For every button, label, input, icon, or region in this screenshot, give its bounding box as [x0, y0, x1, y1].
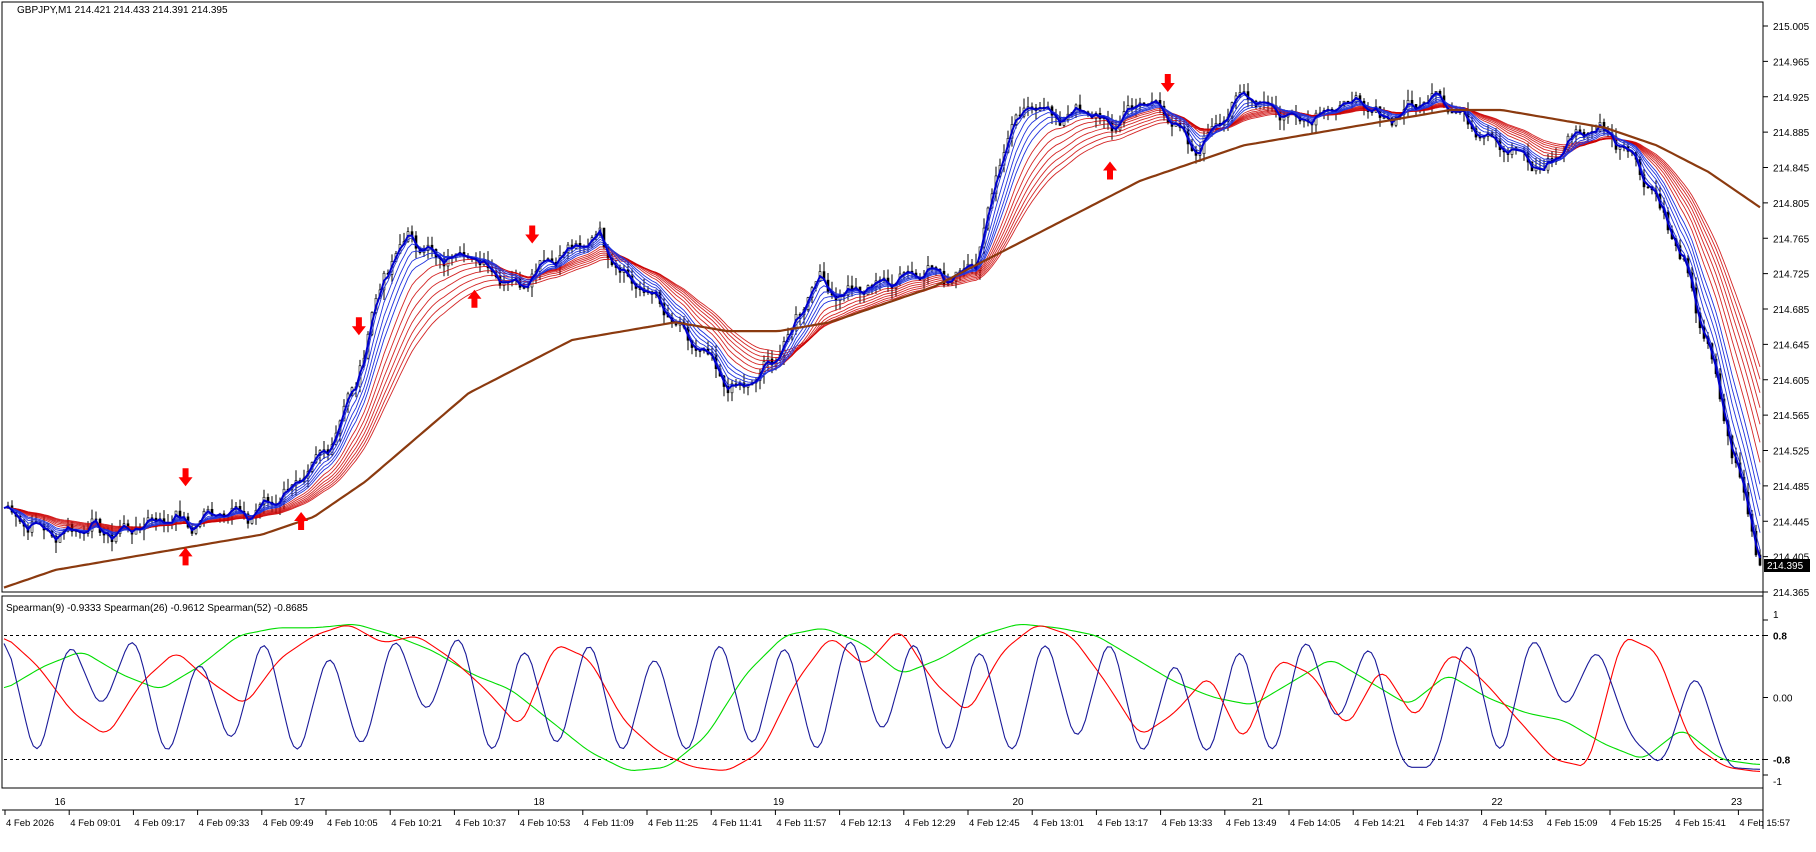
time-bottom-label: 4 Feb 14:53: [1483, 818, 1534, 829]
spearman-indicator: [3, 623, 1763, 772]
time-bottom-label: 4 Feb 13:33: [1162, 818, 1213, 829]
sell-arrow-icon: [178, 468, 193, 487]
time-top-label: 20: [1012, 797, 1024, 808]
price-tick-label: 214.965: [1773, 57, 1810, 68]
candle-body: [730, 383, 734, 394]
time-top-label: 22: [1491, 797, 1503, 808]
price-tick-label: 214.445: [1773, 517, 1810, 528]
time-bottom-label: 4 Feb 09:49: [263, 818, 314, 829]
price-tick-label: 214.925: [1773, 93, 1810, 104]
time-top-label: 16: [54, 797, 66, 808]
time-top-label: 19: [773, 797, 785, 808]
time-bottom-label: 4 Feb 14:37: [1418, 818, 1469, 829]
time-bottom-label: 4 Feb 09:33: [199, 818, 250, 829]
price-tick-label: 215.005: [1773, 22, 1810, 33]
time-bottom-label: 4 Feb 11:57: [776, 818, 826, 829]
time-bottom-label: 4 Feb 12:29: [905, 818, 956, 829]
price-tick-label: 214.805: [1773, 199, 1810, 210]
indicator-tick-label: -1: [1773, 777, 1782, 788]
price-tick-label: 214.525: [1773, 447, 1810, 458]
time-bottom-label: 4 Feb 13:17: [1097, 818, 1148, 829]
symbol-label: GBPJPY,M1 214.421 214.433 214.391 214.39…: [17, 5, 228, 16]
main-chart-frame: [1, 1, 1764, 593]
fast-ma-line: [3, 98, 1761, 534]
current-price-badge: [1764, 559, 1810, 572]
time-bottom-label: 4 Feb 10:53: [520, 818, 571, 829]
price-tick-label: 214.565: [1773, 411, 1810, 422]
buy-arrow-icon: [178, 547, 193, 566]
price-tick-label: 214.405: [1773, 553, 1810, 564]
price-tick-label: 214.845: [1773, 164, 1810, 175]
price-tick-label: 214.365: [1773, 588, 1810, 599]
time-bottom-label: 4 Feb 15:25: [1611, 818, 1662, 829]
time-bottom-label: 4 Feb 15:09: [1547, 818, 1598, 829]
spearman-line: [3, 623, 1761, 771]
time-bottom-label: 4 Feb 10:21: [391, 818, 442, 829]
trend-ma-line: [3, 108, 1761, 589]
price-tick-label: 214.725: [1773, 270, 1810, 281]
time-bottom-label: 4 Feb 11:41: [712, 818, 762, 829]
indicator-tick-label: 0.00: [1773, 694, 1793, 705]
indicator-tick-label: 1: [1773, 610, 1779, 621]
buy-arrow-icon: [467, 289, 482, 308]
spearman-line: [3, 639, 1761, 770]
sell-arrow-icon: [1160, 73, 1175, 92]
sell-arrow-icon: [351, 317, 366, 336]
signal-arrows: [178, 73, 1175, 566]
fastest-ma-line: [3, 91, 1761, 559]
time-bottom-label: 4 Feb 09:01: [70, 818, 121, 829]
time-top-label: 18: [533, 797, 545, 808]
moving-averages: [3, 91, 1761, 589]
indicator-tick-label: -0.8: [1773, 756, 1791, 767]
time-bottom-label: 4 Feb 12:45: [969, 818, 1020, 829]
time-axis: 16 17 18 19 20 21 22 23 4 Feb 2026 4 Feb 09:01 4 F…: [4, 797, 1790, 829]
indicator-tick-label: 0.8: [1773, 632, 1787, 643]
time-bottom-label: 4 Feb 13:49: [1226, 818, 1277, 829]
price-tick-label: 214.685: [1773, 305, 1810, 316]
fast-ma-line: [3, 96, 1761, 536]
candle-body: [1646, 186, 1650, 189]
time-bottom-label: 4 Feb 14:21: [1354, 818, 1405, 829]
sell-arrow-icon: [525, 225, 540, 244]
time-top-label: 17: [294, 797, 306, 808]
time-bottom-label: 4 Feb 15:57: [1739, 818, 1790, 829]
price-tick-label: 214.765: [1773, 234, 1810, 245]
current-price-label: 214.395: [1767, 561, 1804, 572]
price-axis: 215.005 214.965 214.925 214.885 214.845 214.8…: [1763, 22, 1810, 599]
indicator-axis: 1 0.8 0.00 -0.8 -1: [1763, 610, 1793, 788]
price-tick-label: 214.485: [1773, 482, 1810, 493]
time-bottom-label: 4 Feb 11:09: [584, 818, 634, 829]
candle-body: [1382, 117, 1386, 119]
price-tick-label: 214.645: [1773, 340, 1810, 351]
time-bottom-label: 4 Feb 10:05: [327, 818, 378, 829]
time-top-label: 23: [1731, 797, 1743, 808]
buy-arrow-icon: [1103, 161, 1117, 180]
time-bottom-label: 4 Feb 15:41: [1675, 818, 1726, 829]
indicator-title: Spearman(9) -0.9333 Spearman(26) -0.9612…: [6, 603, 308, 614]
buy-arrow-icon: [294, 512, 309, 531]
spearman-line: [3, 625, 1761, 772]
time-bottom-label: 4 Feb 10:37: [455, 818, 506, 829]
time-bottom-label: 4 Feb 2026: [6, 818, 54, 829]
time-bottom-label: 4 Feb 12:13: [841, 818, 892, 829]
time-bottom-label: 4 Feb 09:17: [134, 818, 185, 829]
price-tick-label: 214.885: [1773, 128, 1810, 139]
price-tick-label: 214.605: [1773, 376, 1810, 387]
time-bottom-label: 4 Feb 11:25: [648, 818, 698, 829]
candle-body: [1618, 146, 1622, 150]
time-bottom-label: 4 Feb 13:01: [1033, 818, 1084, 829]
time-top-label: 21: [1252, 797, 1264, 808]
time-bottom-label: 4 Feb 14:05: [1290, 818, 1341, 829]
